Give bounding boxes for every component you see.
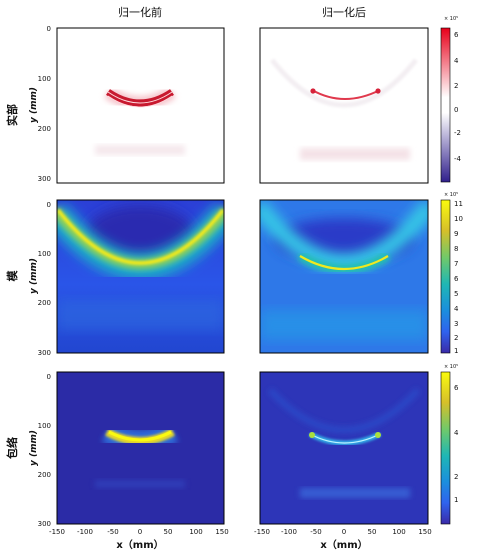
x-tick: 0	[138, 528, 142, 536]
colorbar-tick: 1	[454, 496, 458, 504]
heatmap-envelope-before	[57, 372, 224, 524]
y-tick-100: 100	[38, 250, 51, 258]
y-tick-300: 300	[38, 175, 51, 183]
x-tick: 0	[342, 528, 346, 536]
colorbar-tick: 10	[454, 215, 463, 223]
y-tick-0: 0	[47, 25, 51, 33]
y-tick-200: 200	[38, 471, 51, 479]
row-label-real: 实部	[5, 104, 19, 126]
x-tick: 100	[189, 528, 202, 536]
x-tick: -100	[77, 528, 93, 536]
heatmap-modulus-before	[57, 200, 224, 353]
colorbar-tick: 7	[454, 260, 458, 268]
colorbar-tick: 3	[454, 320, 458, 328]
colorbar-tick: 8	[454, 245, 458, 253]
heatmap-modulus-after	[260, 200, 428, 353]
colorbar-tick: 2	[454, 334, 458, 342]
x-tick: 100	[392, 528, 405, 536]
colorbar-real: × 10⁵ 6 4 2 0 -2 -4	[440, 16, 462, 183]
row-label-modulus: 模	[5, 270, 19, 282]
y-ticks-row2: 0 100 200 300	[38, 201, 51, 357]
axes-frame-modulus-before	[56, 199, 225, 354]
y-tick-100: 100	[38, 422, 51, 430]
axes-frame-real-after	[259, 27, 429, 184]
colorbar-tick: 5	[454, 290, 458, 298]
colorbar-tick: 4	[454, 429, 459, 437]
y-tick-300: 300	[38, 349, 51, 357]
x-tick: 150	[418, 528, 431, 536]
colorbar-tick: 0	[454, 106, 458, 114]
y-tick-0: 0	[47, 373, 51, 381]
x-tick: 50	[164, 528, 173, 536]
y-tick-0: 0	[47, 201, 51, 209]
colorbar-tick: 6	[454, 31, 459, 39]
colorbar-exponent: × 10⁵	[444, 364, 458, 370]
column-title-after: 归一化后	[322, 5, 366, 19]
x-axis-label-right: x（mm）	[320, 538, 367, 551]
x-tick: 150	[215, 528, 228, 536]
colorbar-tick: -4	[454, 155, 462, 163]
colorbar-envelope: × 10⁵ 6 4 2 1	[440, 364, 459, 525]
y-tick-200: 200	[38, 299, 51, 307]
colorbar-tick: 11	[454, 200, 463, 208]
colorbar-tick: 4	[454, 305, 459, 313]
y-ticks-row1: 0 100 200 300	[38, 25, 51, 183]
x-tick: -50	[310, 528, 321, 536]
y-ticks-row3: 0 100 200 300	[38, 373, 51, 528]
heatmap-real-before	[57, 28, 224, 183]
colorbar-tick: 2	[454, 82, 458, 90]
axes-frame-real-before	[56, 27, 225, 184]
y-axis-label-row3: y (mm)	[29, 430, 39, 466]
x-axis-label-left: x（mm）	[116, 538, 163, 551]
colorbar-modulus: × 10⁵ 11 10 9 8 7 6 5 4 3 2 1	[440, 192, 463, 355]
colorbar-tick: 2	[454, 473, 458, 481]
x-ticks-left: -150 -100 -50 0 50 100 150	[49, 528, 229, 536]
colorbar-tick: 6	[454, 275, 459, 283]
row-label-envelope: 包络	[5, 437, 19, 460]
colorbar-exponent: × 10⁵	[444, 16, 458, 22]
y-axis-label-row1: y (mm)	[29, 87, 39, 123]
heatmap-envelope-after	[260, 372, 428, 524]
colorbar-tick: -2	[454, 129, 461, 137]
y-tick-200: 200	[38, 125, 51, 133]
y-tick-100: 100	[38, 75, 51, 83]
x-tick: -150	[49, 528, 65, 536]
colorbar-tick: 4	[454, 57, 459, 65]
y-axis-label-row2: y (mm)	[29, 258, 39, 294]
colorbar-exponent: × 10⁵	[444, 192, 458, 198]
x-ticks-right: -150 -100 -50 0 50 100 150	[254, 528, 432, 536]
axes-frame-envelope-after	[259, 371, 429, 525]
x-tick: -100	[281, 528, 297, 536]
colorbar-tick: 6	[454, 384, 459, 392]
axes-frame-modulus-after	[259, 199, 429, 354]
x-tick: -150	[254, 528, 270, 536]
y-tick-300: 300	[38, 520, 51, 528]
heatmap-real-after	[260, 28, 428, 183]
colorbar-tick: 1	[454, 347, 458, 355]
colorbar-tick: 9	[454, 230, 458, 238]
x-tick: -50	[107, 528, 118, 536]
axes-frame-envelope-before	[56, 371, 225, 525]
x-tick: 50	[368, 528, 377, 536]
column-title-before: 归一化前	[118, 5, 162, 19]
